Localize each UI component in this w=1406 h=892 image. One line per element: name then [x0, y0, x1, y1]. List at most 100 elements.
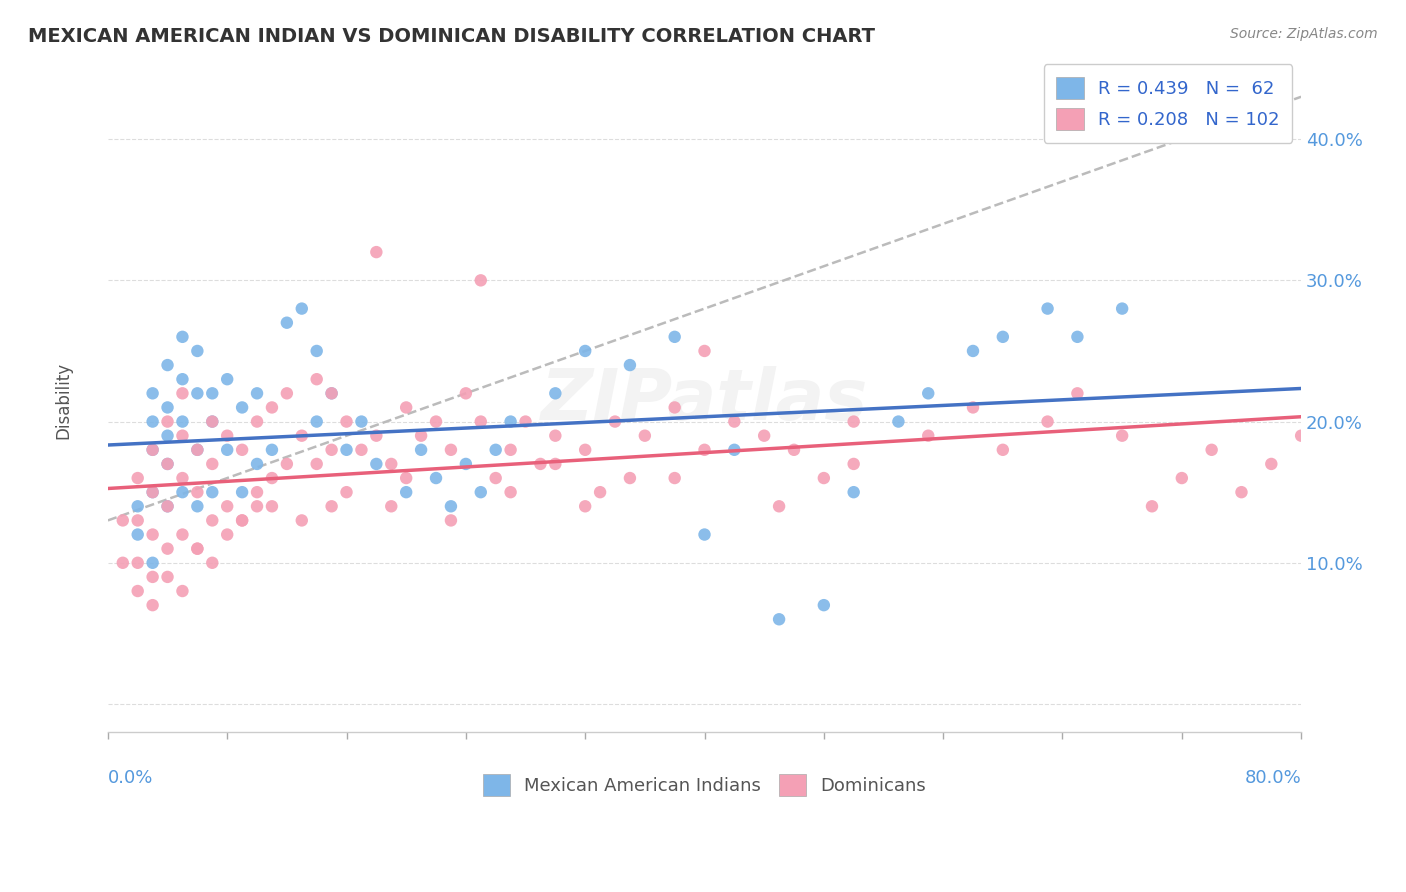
Point	[693, 343, 716, 358]
Point	[470, 415, 492, 429]
Point	[276, 316, 298, 330]
Point	[127, 471, 149, 485]
Point	[260, 401, 283, 415]
Point	[335, 442, 357, 457]
Point	[142, 442, 165, 457]
Point	[350, 415, 373, 429]
Point	[156, 401, 179, 415]
Point	[768, 612, 790, 626]
Point	[186, 500, 208, 514]
Y-axis label: Disability: Disability	[53, 362, 72, 439]
Point	[231, 513, 253, 527]
Point	[186, 442, 208, 457]
Point	[276, 386, 298, 401]
Text: Source: ZipAtlas.com: Source: ZipAtlas.com	[1230, 27, 1378, 41]
Point	[589, 485, 612, 500]
Point	[574, 343, 596, 358]
Point	[544, 386, 567, 401]
Point	[291, 301, 314, 316]
Point	[111, 556, 134, 570]
Point	[246, 386, 269, 401]
Point	[156, 500, 179, 514]
Point	[1260, 457, 1282, 471]
Point	[664, 330, 686, 344]
Point	[515, 415, 537, 429]
Point	[305, 343, 328, 358]
Point	[127, 500, 149, 514]
Point	[440, 442, 463, 457]
Point	[127, 527, 149, 541]
Point	[246, 485, 269, 500]
Text: 80.0%: 80.0%	[1244, 769, 1301, 787]
Text: MEXICAN AMERICAN INDIAN VS DOMINICAN DISABILITY CORRELATION CHART: MEXICAN AMERICAN INDIAN VS DOMINICAN DIS…	[28, 27, 875, 45]
Point	[156, 570, 179, 584]
Point	[201, 386, 224, 401]
Point	[1066, 386, 1088, 401]
Point	[186, 442, 208, 457]
Point	[991, 442, 1014, 457]
Point	[917, 386, 939, 401]
Point	[231, 485, 253, 500]
Point	[186, 485, 208, 500]
Point	[1111, 428, 1133, 442]
Point	[156, 457, 179, 471]
Point	[260, 442, 283, 457]
Point	[172, 330, 194, 344]
Point	[231, 513, 253, 527]
Point	[142, 598, 165, 612]
Point	[366, 428, 388, 442]
Point	[619, 358, 641, 372]
Point	[366, 457, 388, 471]
Point	[693, 527, 716, 541]
Point	[217, 500, 239, 514]
Point	[693, 442, 716, 457]
Point	[172, 428, 194, 442]
Point	[321, 386, 343, 401]
Point	[842, 457, 865, 471]
Point	[425, 415, 447, 429]
Point	[1111, 301, 1133, 316]
Point	[127, 513, 149, 527]
Point	[754, 428, 776, 442]
Point	[127, 556, 149, 570]
Point	[544, 428, 567, 442]
Point	[156, 541, 179, 556]
Legend: Mexican American Indians, Dominicans: Mexican American Indians, Dominicans	[475, 766, 934, 803]
Point	[1171, 471, 1194, 485]
Point	[217, 442, 239, 457]
Point	[291, 428, 314, 442]
Point	[291, 513, 314, 527]
Point	[991, 330, 1014, 344]
Point	[231, 442, 253, 457]
Point	[172, 584, 194, 599]
Point	[276, 457, 298, 471]
Point	[172, 471, 194, 485]
Point	[156, 428, 179, 442]
Point	[260, 500, 283, 514]
Point	[470, 273, 492, 287]
Point	[1140, 500, 1163, 514]
Point	[142, 386, 165, 401]
Point	[842, 485, 865, 500]
Point	[186, 541, 208, 556]
Point	[380, 500, 402, 514]
Point	[962, 401, 984, 415]
Point	[962, 343, 984, 358]
Point	[619, 471, 641, 485]
Point	[887, 415, 910, 429]
Point	[335, 485, 357, 500]
Point	[499, 415, 522, 429]
Point	[246, 500, 269, 514]
Point	[201, 513, 224, 527]
Point	[186, 541, 208, 556]
Point	[321, 500, 343, 514]
Point	[172, 415, 194, 429]
Point	[723, 442, 745, 457]
Point	[142, 485, 165, 500]
Point	[172, 386, 194, 401]
Point	[246, 415, 269, 429]
Point	[156, 358, 179, 372]
Point	[142, 570, 165, 584]
Point	[664, 471, 686, 485]
Point	[544, 457, 567, 471]
